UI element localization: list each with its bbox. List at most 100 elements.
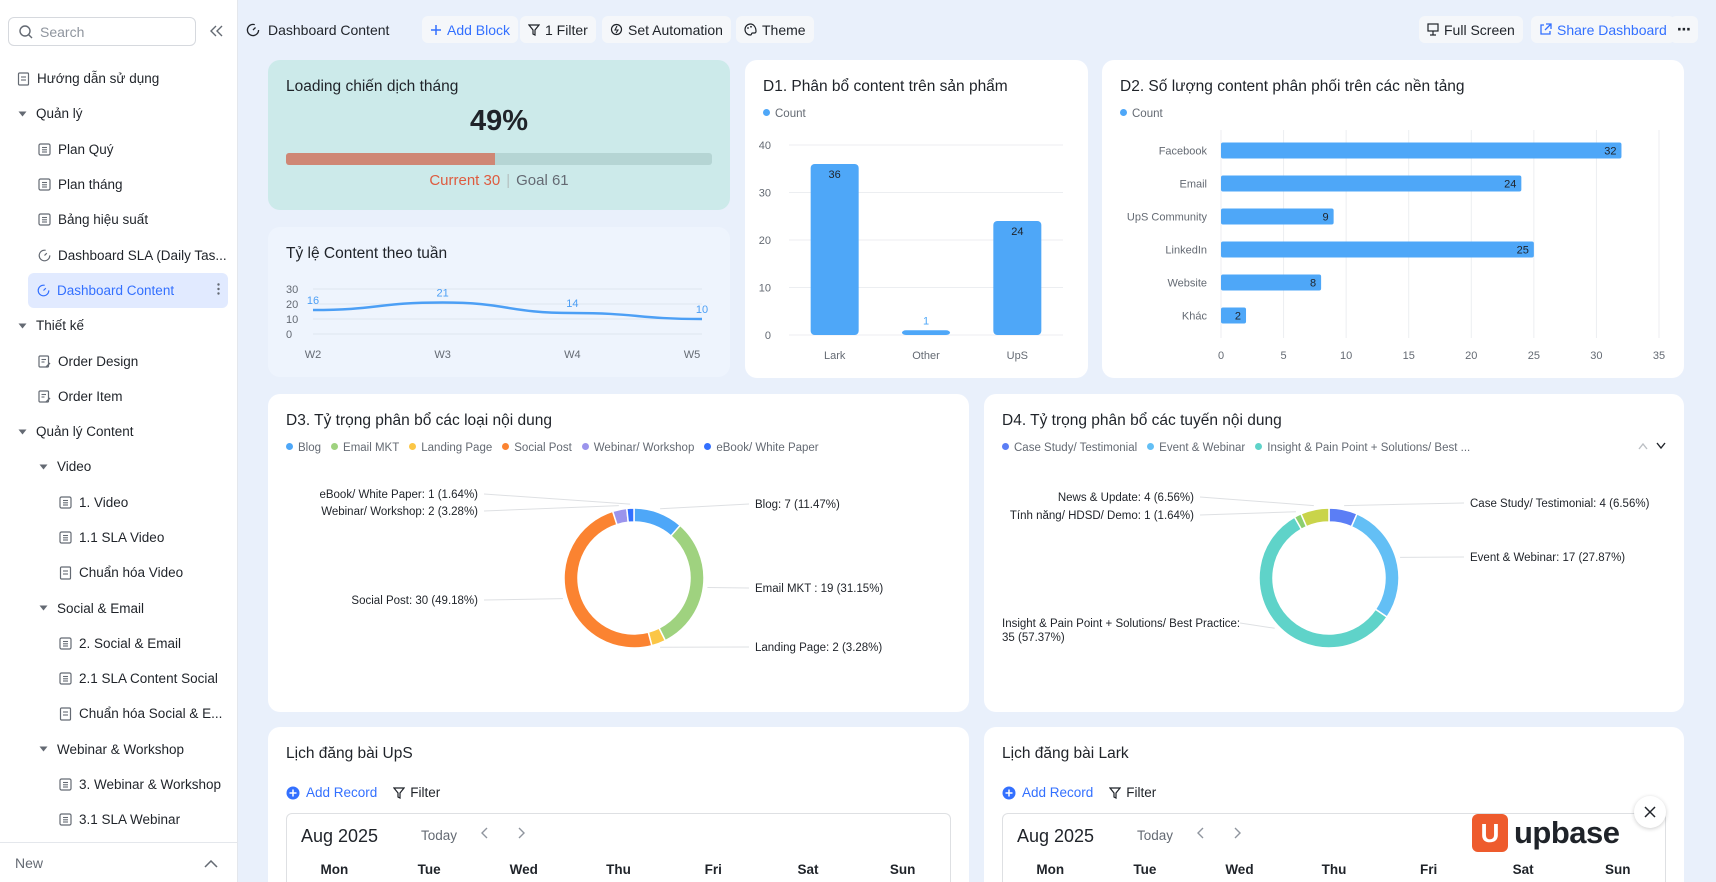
more-vertical-icon[interactable] [217, 283, 220, 298]
chevron-down-icon[interactable] [1656, 442, 1666, 450]
progress-percent: 49% [469, 105, 529, 137]
sidebar-item[interactable]: Hướng dẫn sử dụng [0, 61, 238, 96]
data-label: 14 [566, 298, 578, 310]
legend-item[interactable]: Case Study/ Testimonial [1002, 442, 1137, 454]
share-dashboard-button[interactable]: Share Dashboard [1531, 16, 1675, 43]
weekly-content-card[interactable]: Tỷ lệ Content theo tuần 30 20 10 0 16 W2 21 W3 1… [268, 227, 730, 377]
legend-item[interactable]: Landing Page [409, 442, 492, 454]
bar [1221, 307, 1247, 324]
sidebar-item[interactable]: Video [0, 449, 238, 484]
chevron-right-icon[interactable] [1233, 826, 1241, 842]
slice-label: Tính năng/ HDSD/ Demo: 1 (1.64%) [1010, 510, 1194, 522]
legend-item[interactable]: Email MKT [331, 442, 399, 454]
sidebar-item[interactable]: Bảng hiệu suất [0, 202, 238, 237]
sidebar-item[interactable]: 2.1 SLA Content Social [0, 661, 238, 696]
calendar-filter-button[interactable]: Filter [1109, 785, 1156, 800]
sidebar-item[interactable]: Plan Quý [0, 132, 238, 167]
sidebar-item[interactable]: Thiết kế [0, 308, 238, 343]
ups-calendar-card[interactable]: Lịch đăng bài UpS Add Record Filter Aug … [268, 727, 969, 882]
sidebar-item[interactable]: Plan tháng [0, 167, 238, 202]
d4-content-line-card[interactable]: D4. Tỷ trọng phân bổ các tuyến nội dung … [984, 394, 1684, 712]
lark-calendar-card[interactable]: Lịch đăng bài Lark Add Record Filter Aug… [984, 727, 1684, 882]
today-button[interactable]: Today [421, 828, 458, 843]
campaign-progress-card[interactable]: Loading chiến dịch tháng 49% Current 30 |… [268, 60, 730, 210]
dashboard-title: Dashboard Content [238, 16, 397, 43]
d1-product-card[interactable]: D1. Phân bổ content trên sản phẩm Count … [745, 60, 1088, 378]
chevron-up-icon[interactable] [204, 855, 218, 871]
sidebar-footer[interactable]: New [0, 842, 238, 882]
legend-item[interactable]: eBook/ White Paper [704, 442, 819, 454]
sidebar-item-label: Chuẩn hóa Social & E... [79, 706, 223, 722]
chevron-left-icon[interactable] [481, 826, 489, 842]
filter-button[interactable]: 1 Filter [520, 16, 596, 43]
legend-item[interactable]: Blog [286, 442, 321, 454]
more-options-icon[interactable]: ⋯ [1670, 16, 1698, 43]
sidebar-item[interactable]: Quản lý Content [0, 414, 238, 449]
sidebar-item[interactable]: 1. Video [0, 485, 238, 520]
x-tick-label: 30 [1590, 350, 1602, 362]
sidebar-item[interactable]: 3.1 SLA Webinar [0, 802, 238, 837]
caret-down-icon[interactable] [16, 429, 28, 435]
today-button[interactable]: Today [1137, 828, 1174, 843]
sidebar-item[interactable]: Quản lý [0, 96, 238, 131]
new-label: New [15, 854, 44, 871]
weekday-label: Thu [606, 862, 631, 877]
caret-down-icon[interactable] [37, 605, 49, 611]
d2-platform-card[interactable]: D2. Số lượng content phân phối trên các … [1102, 60, 1684, 378]
collapse-sidebar-icon[interactable] [208, 22, 226, 40]
sidebar-item-label: Plan tháng [58, 177, 123, 193]
legend-item[interactable]: Event & Webinar [1147, 442, 1245, 454]
sidebar-item[interactable]: 2. Social & Email [0, 626, 238, 661]
ups-calendar: Aug 2025 Today Mon Tue Wed Thu Fri Sat S… [286, 813, 951, 882]
sidebar-item-label: 3. Webinar & Workshop [79, 777, 222, 793]
sidebar-item-label: Chuẩn hóa Video [79, 565, 184, 581]
sidebar-item-label: Quản lý Content [36, 424, 134, 440]
sidebar-item[interactable]: Dashboard Content [28, 272, 228, 309]
legend-item[interactable]: Insight & Pain Point + Solutions/ Best .… [1255, 442, 1470, 454]
table-icon [58, 778, 72, 792]
legend-item[interactable]: Social Post [502, 442, 572, 454]
sidebar-item[interactable]: 3. Webinar & Workshop [0, 767, 238, 802]
caret-down-icon[interactable] [16, 111, 28, 117]
add-record-button[interactable]: Add Record [1002, 785, 1093, 800]
sidebar-item[interactable]: Dashboard SLA (Daily Tas... [0, 237, 238, 272]
chevron-left-icon[interactable] [1197, 826, 1205, 842]
chevron-up-icon[interactable] [1638, 442, 1648, 450]
doc-icon [58, 566, 72, 580]
y-tick-label: LinkedIn [1165, 245, 1207, 257]
caret-down-icon[interactable] [16, 323, 28, 329]
y-tick-label: Khác [1182, 311, 1208, 323]
calendar-filter-button[interactable]: Filter [393, 785, 440, 800]
sidebar-item-label: 1. Video [79, 494, 129, 510]
sidebar-item[interactable]: Social & Email [0, 590, 238, 625]
sidebar-item[interactable]: Order Item [0, 379, 238, 414]
y-tick-label: 10 [286, 314, 298, 326]
sidebar-item[interactable]: Order Design [0, 343, 238, 378]
add-block-button[interactable]: Add Block [422, 16, 519, 43]
d2-bar-chart: 0 5 10 15 20 25 30 35 32 Facebook 24 Email 9 UpS Comm… [1127, 130, 1665, 362]
caret-down-icon[interactable] [37, 464, 49, 470]
search-input[interactable]: Search [8, 17, 196, 46]
sidebar-item[interactable]: 1.1 SLA Video [0, 520, 238, 555]
d3-content-type-card[interactable]: D3. Tỷ trọng phân bổ các loại nội dung B… [268, 394, 969, 712]
sidebar-item[interactable]: Webinar & Workshop [0, 732, 238, 767]
chevron-right-icon[interactable] [517, 826, 525, 842]
caret-down-icon[interactable] [37, 746, 49, 752]
y-tick-label: 0 [765, 330, 771, 342]
sidebar-item[interactable]: Chuẩn hóa Social & E... [0, 696, 238, 731]
weekday-label: Fri [1419, 862, 1438, 877]
bar [1221, 208, 1334, 225]
full-screen-button[interactable]: Full Screen [1419, 16, 1523, 43]
add-record-button[interactable]: Add Record [286, 785, 377, 800]
set-automation-button[interactable]: Set Automation [602, 16, 731, 43]
legend-item[interactable]: Webinar/ Workshop [581, 442, 694, 454]
sidebar-item[interactable]: Chuẩn hóa Video [0, 555, 238, 590]
plus-circle-icon [286, 786, 300, 799]
full-screen-icon [1427, 23, 1439, 36]
theme-button[interactable]: Theme [736, 16, 814, 43]
filter-icon [1109, 786, 1122, 799]
form-icon [37, 389, 51, 403]
dashboard-icon [37, 248, 51, 262]
table-icon [37, 178, 51, 192]
close-icon[interactable] [1634, 796, 1666, 828]
